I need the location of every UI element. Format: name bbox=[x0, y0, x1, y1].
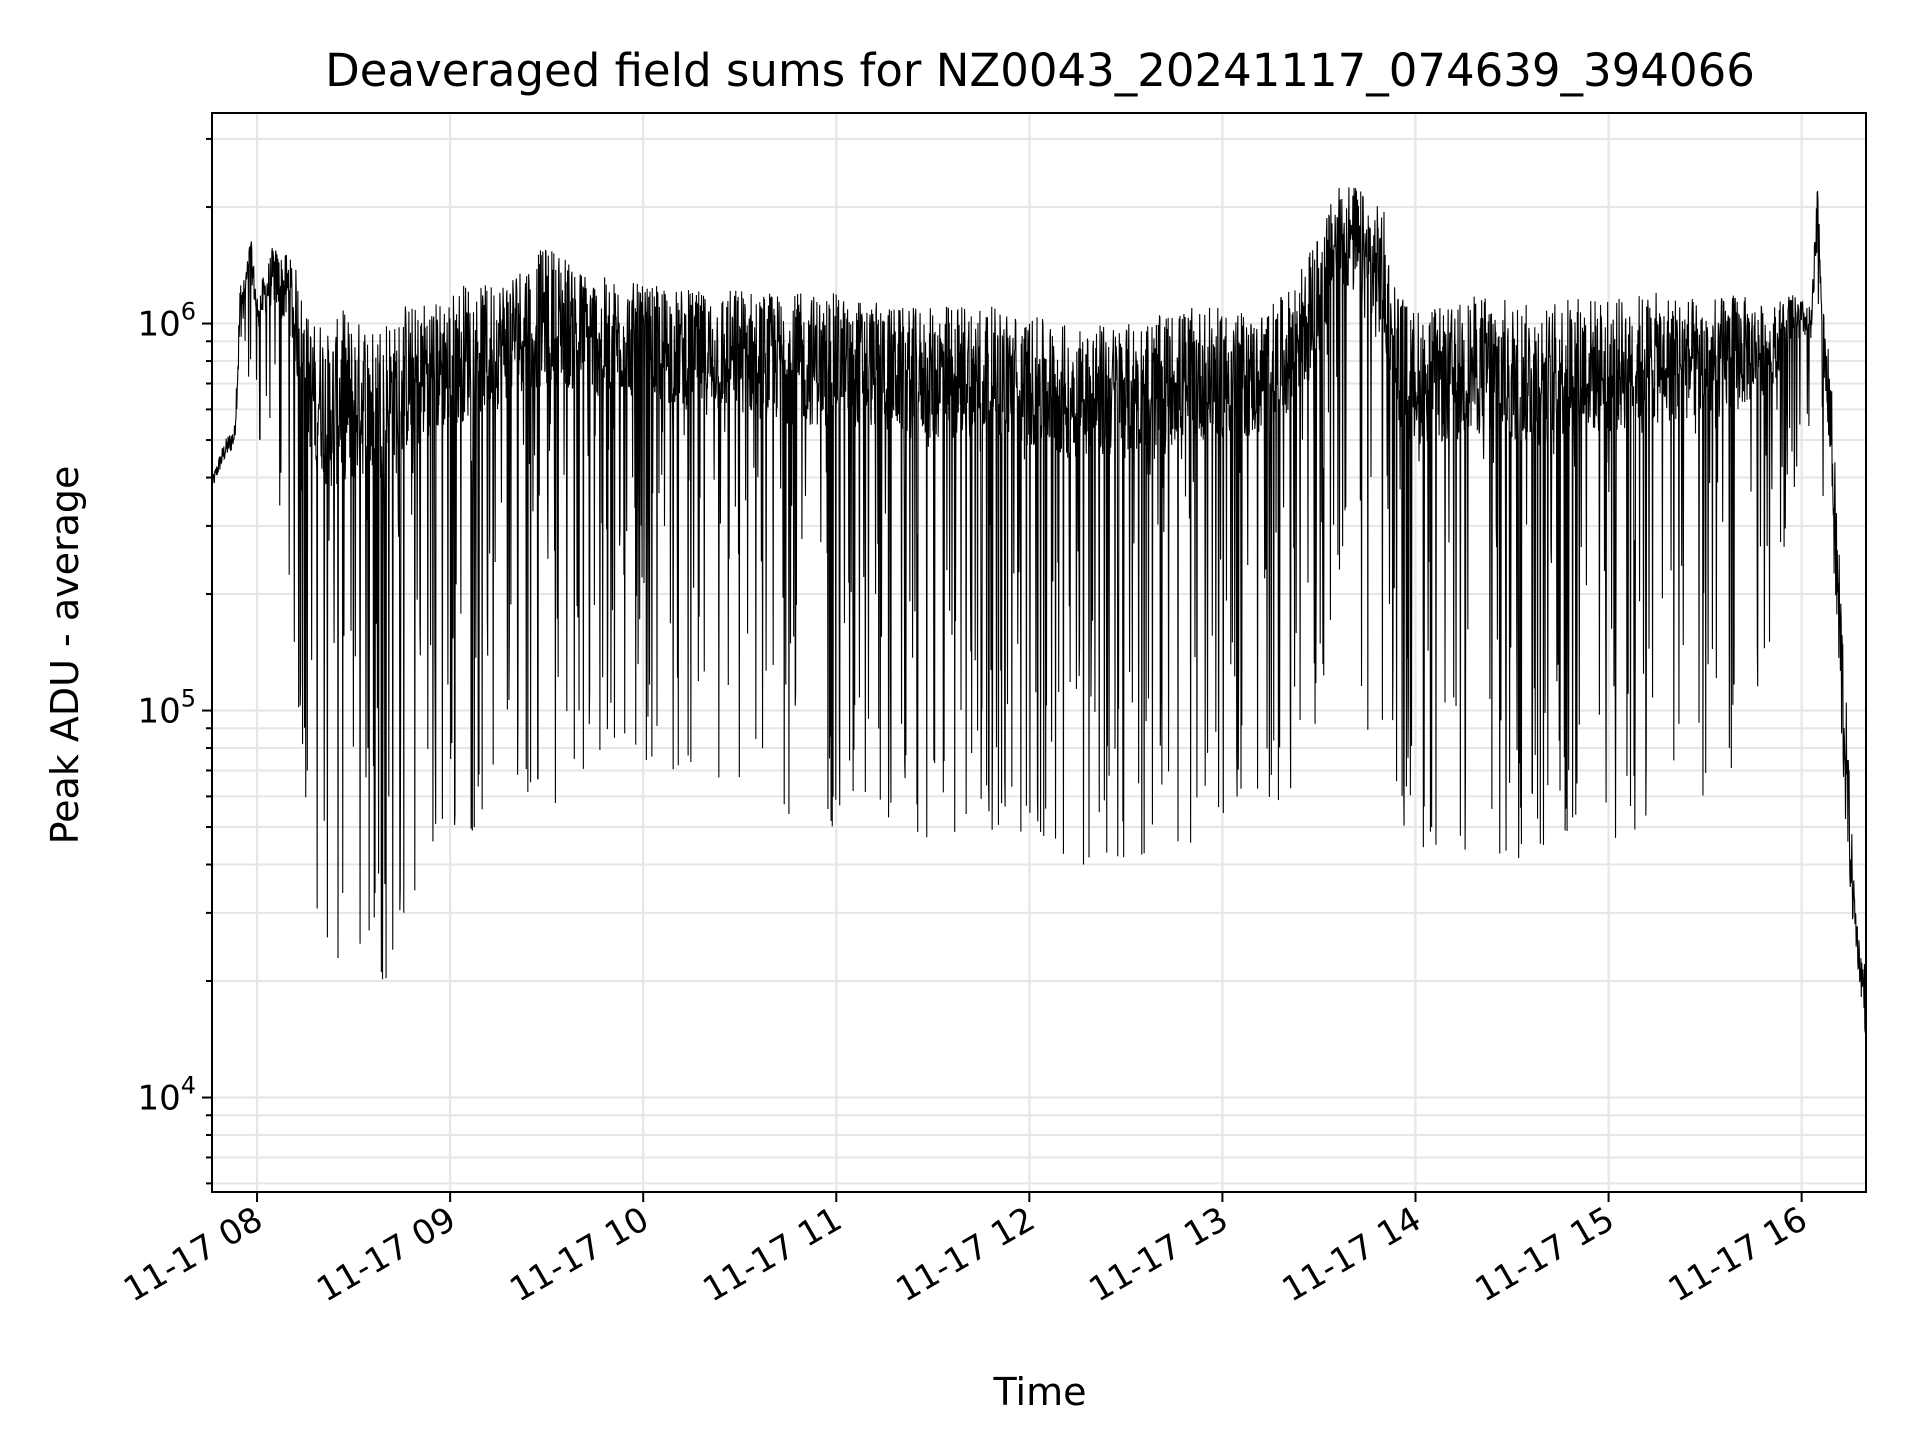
y-tick-label: 105 bbox=[137, 685, 196, 732]
chart-title: Deaveraged field sums for NZ0043_2024111… bbox=[325, 44, 1755, 97]
y-axis: 104 105 106 bbox=[137, 137, 212, 1185]
y-axis-label: Peak ADU - average bbox=[43, 466, 87, 845]
series-line bbox=[212, 187, 1866, 1033]
y-tick-label: 104 bbox=[137, 1072, 196, 1119]
y-tick-label: 106 bbox=[137, 298, 196, 345]
series-path bbox=[212, 187, 1866, 1033]
x-axis-label: Time bbox=[993, 1370, 1087, 1414]
plot-frame bbox=[211, 112, 1867, 1193]
